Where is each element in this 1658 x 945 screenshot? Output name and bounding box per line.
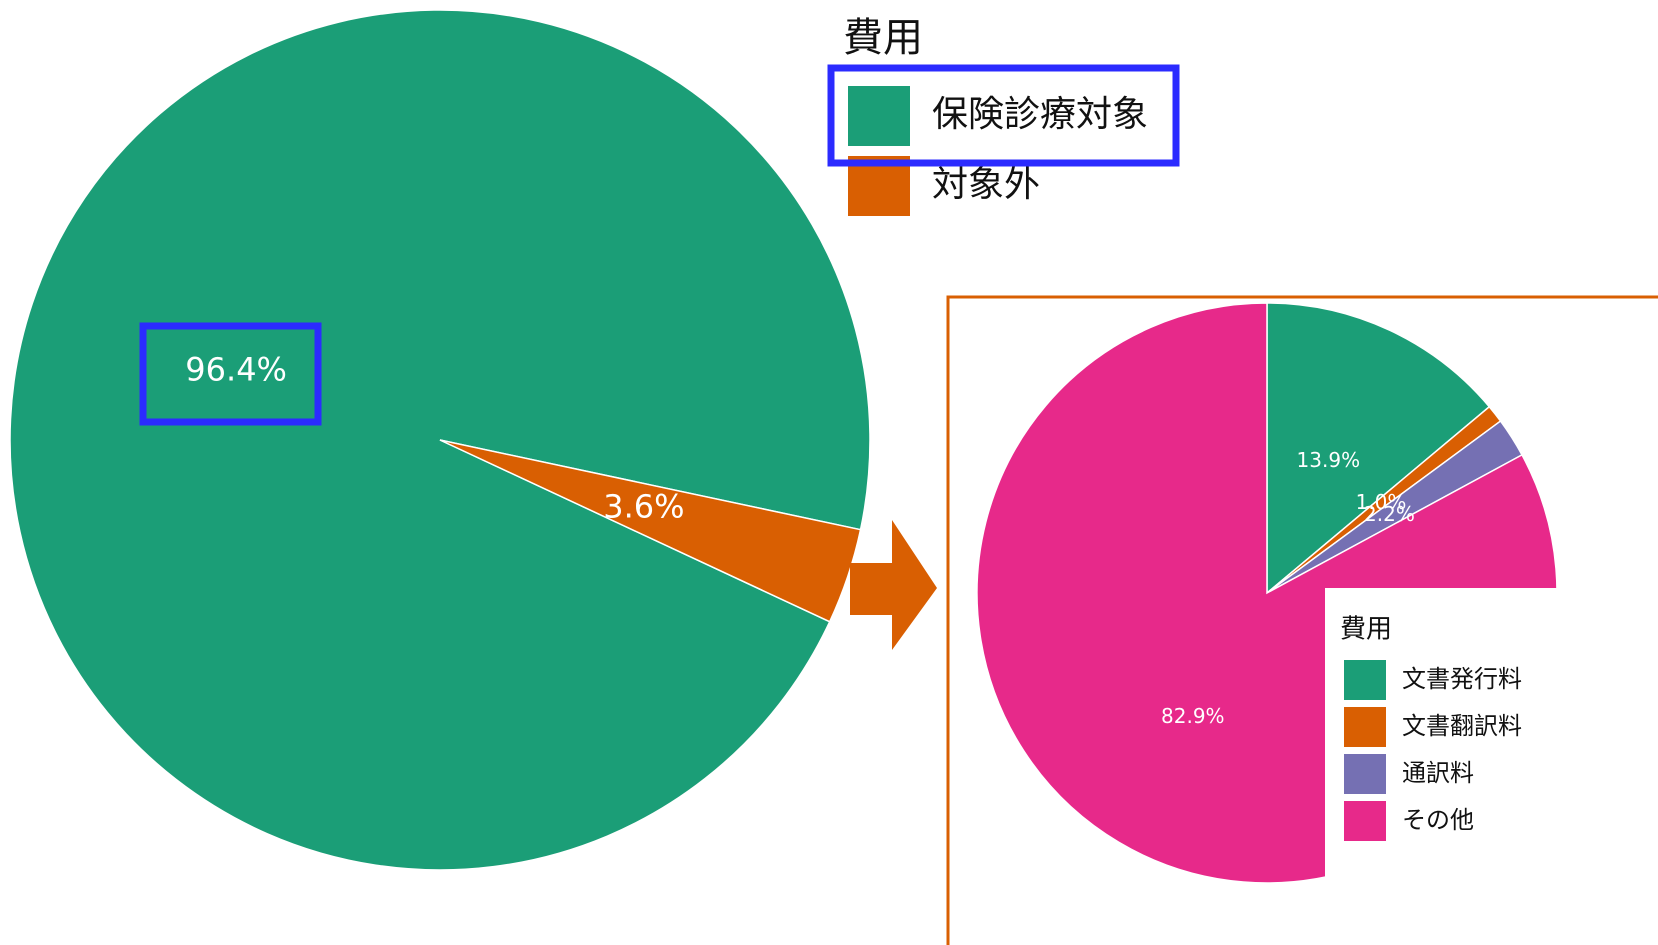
data-label: 96.4% <box>185 351 287 389</box>
legend-label: 対象外 <box>932 164 1040 205</box>
data-label: 3.6% <box>603 487 684 525</box>
legend-title: 費用 <box>843 15 923 61</box>
highlight-box <box>827 64 1180 167</box>
legend-label: 文書発行料 <box>1402 665 1522 693</box>
data-label: 82.9% <box>1161 704 1225 728</box>
legend-swatch <box>1344 754 1386 794</box>
highlight-box <box>139 322 322 426</box>
data-label: 1.0% <box>1356 490 1407 514</box>
legend-title: 費用 <box>1340 615 1392 645</box>
legend-swatch <box>1344 707 1386 747</box>
legend-swatch <box>1344 801 1386 841</box>
legend-label: 保険診療対象 <box>932 94 1148 135</box>
pie-slice <box>439 439 862 623</box>
legend-label: 通訳料 <box>1402 759 1474 787</box>
legend-label: その他 <box>1402 806 1474 834</box>
legend-swatch <box>1344 660 1386 700</box>
legend-swatch <box>848 86 910 146</box>
pie-slice <box>1266 302 1491 595</box>
data-label: 2.2% <box>1364 502 1415 526</box>
arrow <box>850 520 937 650</box>
legend-label: 文書翻訳料 <box>1402 712 1522 740</box>
data-label: 13.9% <box>1297 448 1361 472</box>
